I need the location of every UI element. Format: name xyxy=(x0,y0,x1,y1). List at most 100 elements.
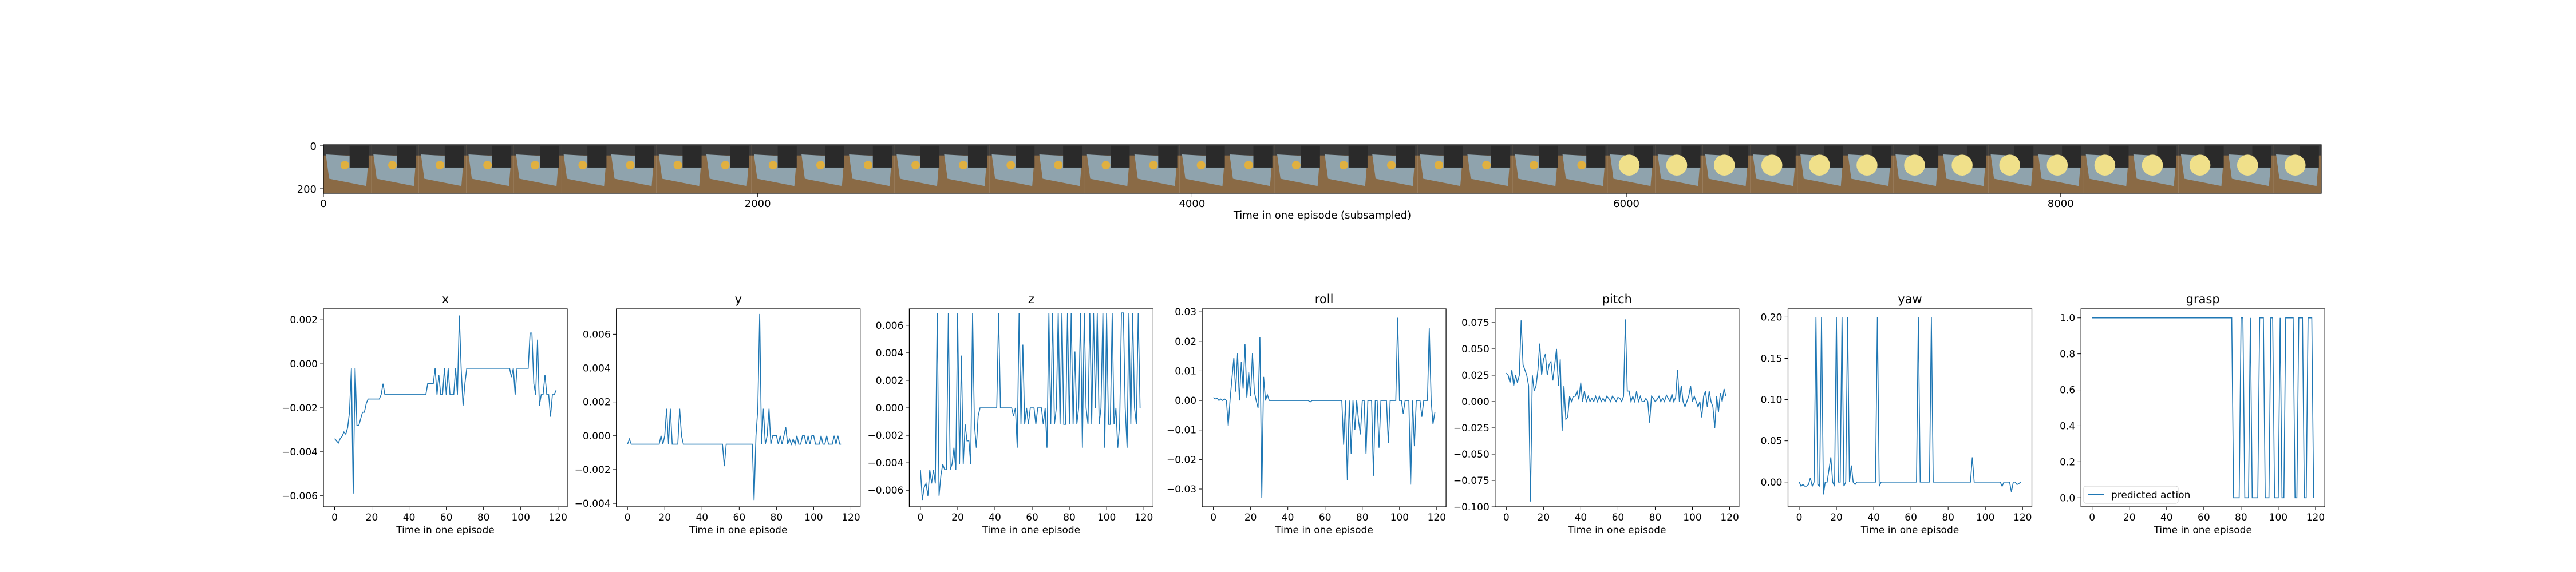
y-tick-label: 0.02 xyxy=(1175,336,1196,348)
x-tick-label: 100 xyxy=(1097,512,1116,523)
filmstrip-frame xyxy=(561,145,609,193)
y-tick-label: 0.00 xyxy=(1761,477,1783,488)
subplot-title: x xyxy=(442,292,449,306)
filmstrip-frame xyxy=(1417,145,1465,193)
x-tick-label: 60 xyxy=(1612,512,1625,523)
series-line xyxy=(334,315,557,494)
x-tick-label: 100 xyxy=(1683,512,1701,523)
x-axis-label: Time in one episode xyxy=(396,525,494,536)
plot-frame xyxy=(908,308,1154,507)
filmstrip-frame xyxy=(1465,145,1513,193)
filmstrip-frame xyxy=(1370,145,1418,193)
filmstrip-x-tick-label: 0 xyxy=(320,198,326,210)
plot-frame xyxy=(616,308,861,507)
x-tick-label: 60 xyxy=(1905,512,1917,523)
x-tick-label: 60 xyxy=(1026,512,1038,523)
x-tick-label: 20 xyxy=(951,512,964,523)
y-tick-label: 0.000 xyxy=(290,359,318,370)
filmstrip-frame xyxy=(1274,145,1322,193)
y-tick-label: −0.002 xyxy=(575,464,611,476)
y-tick-label: −0.004 xyxy=(575,498,611,510)
x-tick-label: 100 xyxy=(1390,512,1409,523)
filmstrip-frame xyxy=(2131,145,2179,193)
x-tick-label: 60 xyxy=(2198,512,2210,523)
x-tick-label: 40 xyxy=(1282,512,1294,523)
x-tick-label: 20 xyxy=(658,512,671,523)
episode-filmstrip: 0 200 0 2000 4000 6000 8000 Time in one … xyxy=(297,141,2322,221)
x-tick-label: 20 xyxy=(1244,512,1257,523)
y-tick-label: 0.000 xyxy=(1461,396,1490,408)
subplot-pitch: pitch 0 20 40 60 80 100 120 −0.100 −0.075 −0.050 −0… xyxy=(1453,292,1740,536)
y-tick-label: −0.01 xyxy=(1167,425,1196,436)
x-tick-label: 120 xyxy=(2306,512,2325,523)
filmstrip-frames xyxy=(323,145,2321,193)
filmstrip-x-tick-label: 6000 xyxy=(1613,198,1639,210)
filmstrip-frame xyxy=(1037,145,1085,193)
filmstrip-frame xyxy=(1702,145,1751,193)
x-tick-label: 0 xyxy=(625,512,631,523)
legend-label: predicted action xyxy=(2111,490,2190,501)
y-tick-label: 0.20 xyxy=(1761,312,1783,323)
action-subplots: x0 20 40 60 80 100 120−0.006−0.004−0.0020.0000… xyxy=(282,292,2325,536)
filmstrip-frame xyxy=(1322,145,1370,193)
subplot-title: grasp xyxy=(2186,292,2220,306)
x-axis-label: Time in one episode xyxy=(1860,525,1959,536)
x-tick-label: 0 xyxy=(1210,512,1216,523)
filmstrip-x-tick-label: 2000 xyxy=(745,198,771,210)
filmstrip-frame xyxy=(323,145,372,193)
filmstrip-frame xyxy=(751,145,799,193)
subplot-y: y 0 20 40 60 80 100 120 −0.004 −0.002 0.000 0.002 0.… xyxy=(575,292,861,536)
filmstrip-frame xyxy=(1941,145,1989,193)
x-tick-label: 120 xyxy=(1720,512,1739,523)
series-line xyxy=(2092,317,2314,499)
y-tick-label: 0.6 xyxy=(2060,385,2075,396)
y-tick-label: −0.004 xyxy=(282,447,318,458)
x-tick-label: 20 xyxy=(366,512,378,523)
x-tick-label: 100 xyxy=(511,512,530,523)
grasp-legend: predicted action xyxy=(2083,486,2190,504)
y-tick-label: 0.006 xyxy=(876,320,904,332)
filmstrip-frame xyxy=(656,145,704,193)
filmstrip-frame xyxy=(1846,145,1894,193)
filmstrip-frame xyxy=(1607,145,1656,193)
y-tick-label: 0.05 xyxy=(1761,436,1783,447)
y-tick-label: −0.02 xyxy=(1167,454,1196,466)
plot-frame xyxy=(1202,308,1447,507)
filmstrip-frame xyxy=(466,145,514,193)
y-tick-label: 0.01 xyxy=(1175,366,1196,377)
filmstrip-x-tick-label: 4000 xyxy=(1179,198,1205,210)
y-tick-label: −0.075 xyxy=(1453,475,1490,487)
filmstrip-frame xyxy=(1227,145,1275,193)
x-tick-label: 20 xyxy=(2123,512,2136,523)
y-tick-label: −0.002 xyxy=(867,430,903,442)
x-tick-label: 80 xyxy=(1649,512,1662,523)
y-tick-label: −0.025 xyxy=(1453,423,1490,434)
filmstrip-x-axis-label: Time in one episode (subsampled) xyxy=(1233,209,1411,221)
y-tick-label: 0.10 xyxy=(1761,395,1783,406)
subplot-title: yaw xyxy=(1898,292,1922,306)
series-line xyxy=(920,312,1141,500)
x-tick-label: 120 xyxy=(841,512,860,523)
y-tick-label: 0.002 xyxy=(876,375,904,387)
plot-frame xyxy=(1787,308,2033,507)
y-tick-label: 0.025 xyxy=(1461,370,1490,382)
y-tick-label: 0.0 xyxy=(2060,492,2075,504)
x-tick-label: 80 xyxy=(1942,512,1954,523)
x-axis-label: Time in one episode xyxy=(689,525,787,536)
subplot-grasp: grasp 0 20 40 60 80 100 120 0.0 0.2 0.4 0.6 0.8 1.0 Ti… xyxy=(2060,292,2325,536)
filmstrip-y-tick-label: 0 xyxy=(310,141,317,153)
x-tick-label: 120 xyxy=(1428,512,1446,523)
x-tick-label: 40 xyxy=(696,512,708,523)
x-tick-label: 100 xyxy=(1976,512,1994,523)
x-tick-label: 20 xyxy=(1538,512,1550,523)
filmstrip-frame xyxy=(1179,145,1227,193)
filmstrip-frame xyxy=(2273,145,2321,193)
filmstrip-frame xyxy=(1797,145,1846,193)
filmstrip-frame xyxy=(2226,145,2274,193)
filmstrip-frame xyxy=(942,145,990,193)
filmstrip-x-tick-label: 8000 xyxy=(2048,198,2074,210)
x-axis-label: Time in one episode xyxy=(1274,525,1373,536)
y-tick-label: 0.002 xyxy=(290,315,318,326)
filmstrip-frame xyxy=(799,145,847,193)
